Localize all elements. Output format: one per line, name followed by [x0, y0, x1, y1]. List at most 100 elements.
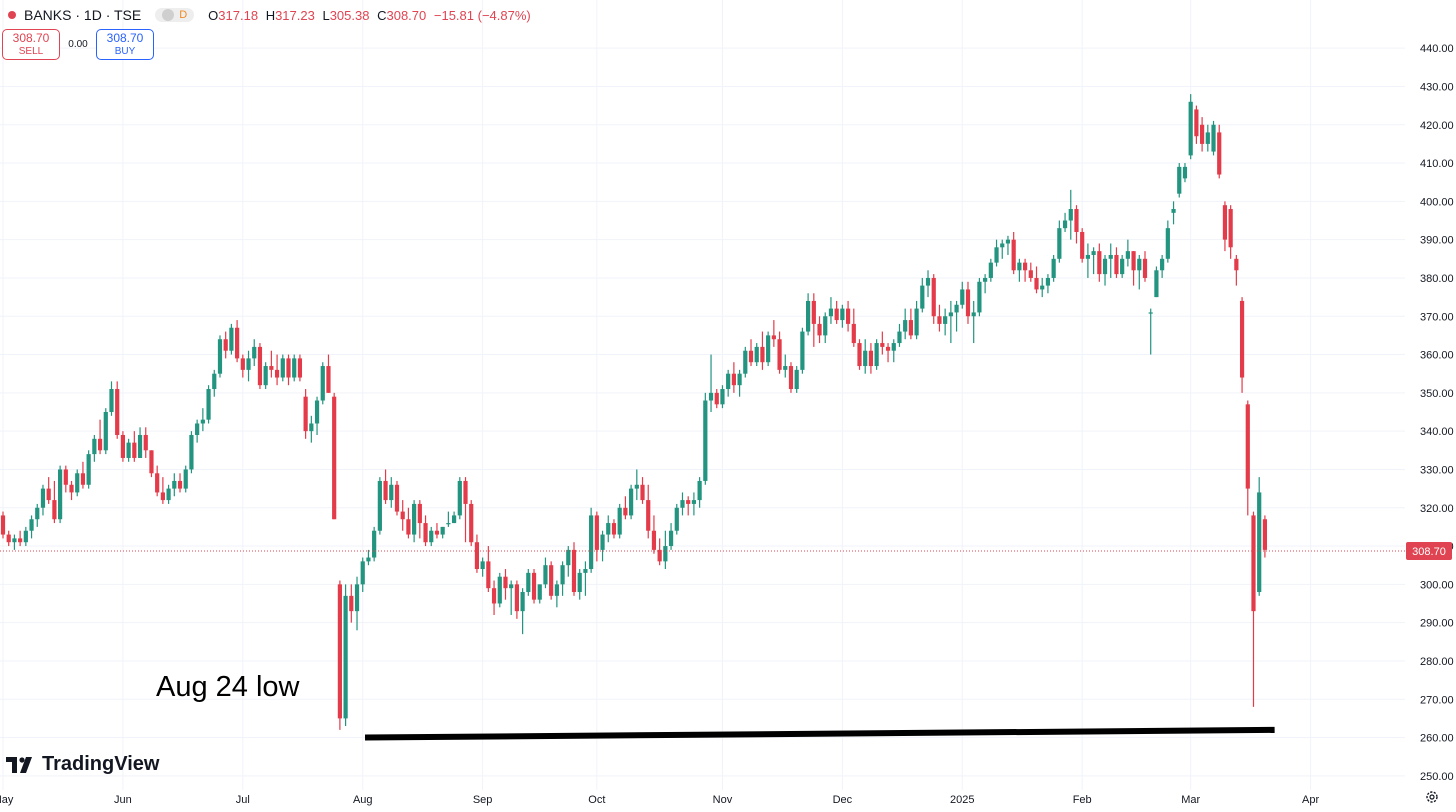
- candle-body: [925, 277, 931, 286]
- candle-body: [12, 538, 17, 543]
- candle: [960, 281, 965, 309]
- candle-body: [646, 500, 651, 531]
- candle: [240, 354, 245, 378]
- candle-body: [58, 469, 63, 520]
- symbol-title[interactable]: BANKS · 1D · TSE: [24, 7, 142, 23]
- candle: [126, 438, 131, 462]
- candle: [115, 381, 120, 439]
- candle: [503, 569, 508, 600]
- candle-body: [914, 308, 919, 336]
- buy-button[interactable]: 308.70 BUY: [96, 29, 154, 60]
- candle: [806, 293, 811, 336]
- candle: [509, 580, 514, 615]
- buy-label: BUY: [114, 45, 136, 57]
- gear-icon[interactable]: [1424, 789, 1440, 805]
- price-tick-label: 380.00: [1420, 273, 1454, 285]
- candle: [246, 350, 251, 382]
- candle-body: [474, 542, 480, 570]
- candle: [143, 427, 148, 458]
- candle: [412, 500, 417, 543]
- ohlc-values: O317.18 H317.23 L305.38 C308.70 −15.81 (…: [208, 8, 531, 23]
- candle: [828, 297, 834, 324]
- candle-body: [1154, 270, 1159, 298]
- support-line[interactable]: [364, 726, 1275, 741]
- candle-body: [1074, 209, 1079, 232]
- candle: [58, 465, 63, 524]
- candle-body: [531, 572, 537, 600]
- candle: [35, 503, 40, 527]
- candle-body: [589, 515, 594, 570]
- time-tick-label: 2025: [950, 794, 974, 806]
- sell-button[interactable]: 308.70 SELL: [2, 29, 60, 60]
- candle-body: [583, 569, 588, 573]
- data-indicator-pill[interactable]: D: [155, 8, 195, 22]
- candle-body: [611, 523, 617, 535]
- candle-body: [0, 515, 6, 535]
- candle: [486, 546, 491, 593]
- candle-body: [195, 423, 200, 435]
- candle-body: [63, 469, 68, 485]
- candle-body: [543, 565, 548, 585]
- candle-body: [971, 312, 976, 317]
- candle-body: [617, 507, 622, 535]
- change-value: −15.81 (−4.87%): [433, 7, 531, 23]
- candle: [1211, 120, 1216, 156]
- price-tick-label: 290.00: [1420, 618, 1454, 630]
- candle-body: [269, 366, 274, 370]
- candle: [1137, 254, 1142, 290]
- candle: [286, 354, 291, 386]
- candle: [788, 362, 794, 393]
- candle: [668, 523, 674, 550]
- candle-body: [297, 358, 303, 378]
- candle: [80, 461, 86, 489]
- candle: [983, 274, 988, 294]
- time-tick-label: Apr: [1302, 794, 1319, 806]
- candle-body: [1005, 239, 1011, 244]
- price-tick-label: 350.00: [1420, 388, 1454, 400]
- candle: [663, 530, 668, 570]
- candle: [137, 427, 143, 458]
- candle-body: [1068, 209, 1073, 221]
- candle: [451, 511, 457, 524]
- candle: [571, 542, 577, 596]
- candle: [640, 477, 645, 504]
- candle-body: [623, 507, 628, 516]
- candle-body: [486, 561, 491, 589]
- price-tick-label: 330.00: [1420, 464, 1454, 476]
- candle: [948, 300, 953, 344]
- candle: [1114, 247, 1119, 278]
- candle-body: [1051, 258, 1056, 278]
- candle-body: [726, 373, 731, 390]
- time-tick-label: Jul: [236, 794, 250, 806]
- candle-body: [600, 534, 605, 550]
- candle: [1120, 254, 1125, 278]
- candle: [943, 308, 948, 336]
- grid-lines: [0, 0, 1405, 790]
- candle-body: [863, 350, 868, 367]
- candle-body: [1262, 519, 1268, 550]
- candle-body: [880, 343, 885, 347]
- candle-body: [46, 488, 51, 501]
- candle-body: [1228, 209, 1233, 248]
- candle: [651, 515, 657, 554]
- candle-body: [429, 530, 434, 543]
- candle-body: [1142, 258, 1148, 278]
- candle: [1097, 243, 1102, 282]
- candle: [617, 503, 622, 539]
- candle: [109, 381, 114, 416]
- candle: [332, 392, 337, 520]
- candle-body: [800, 331, 805, 370]
- candle: [549, 561, 554, 600]
- candle: [1108, 243, 1113, 278]
- time-tick-label: Nov: [713, 794, 733, 806]
- candle-body: [383, 480, 388, 501]
- candle: [1057, 220, 1062, 263]
- tradingview-logo[interactable]: TradingView: [6, 753, 159, 776]
- candle: [891, 339, 896, 363]
- candle: [766, 331, 771, 367]
- candle: [377, 477, 382, 535]
- candle: [634, 469, 639, 501]
- candle: [183, 465, 188, 493]
- candle: [526, 569, 531, 596]
